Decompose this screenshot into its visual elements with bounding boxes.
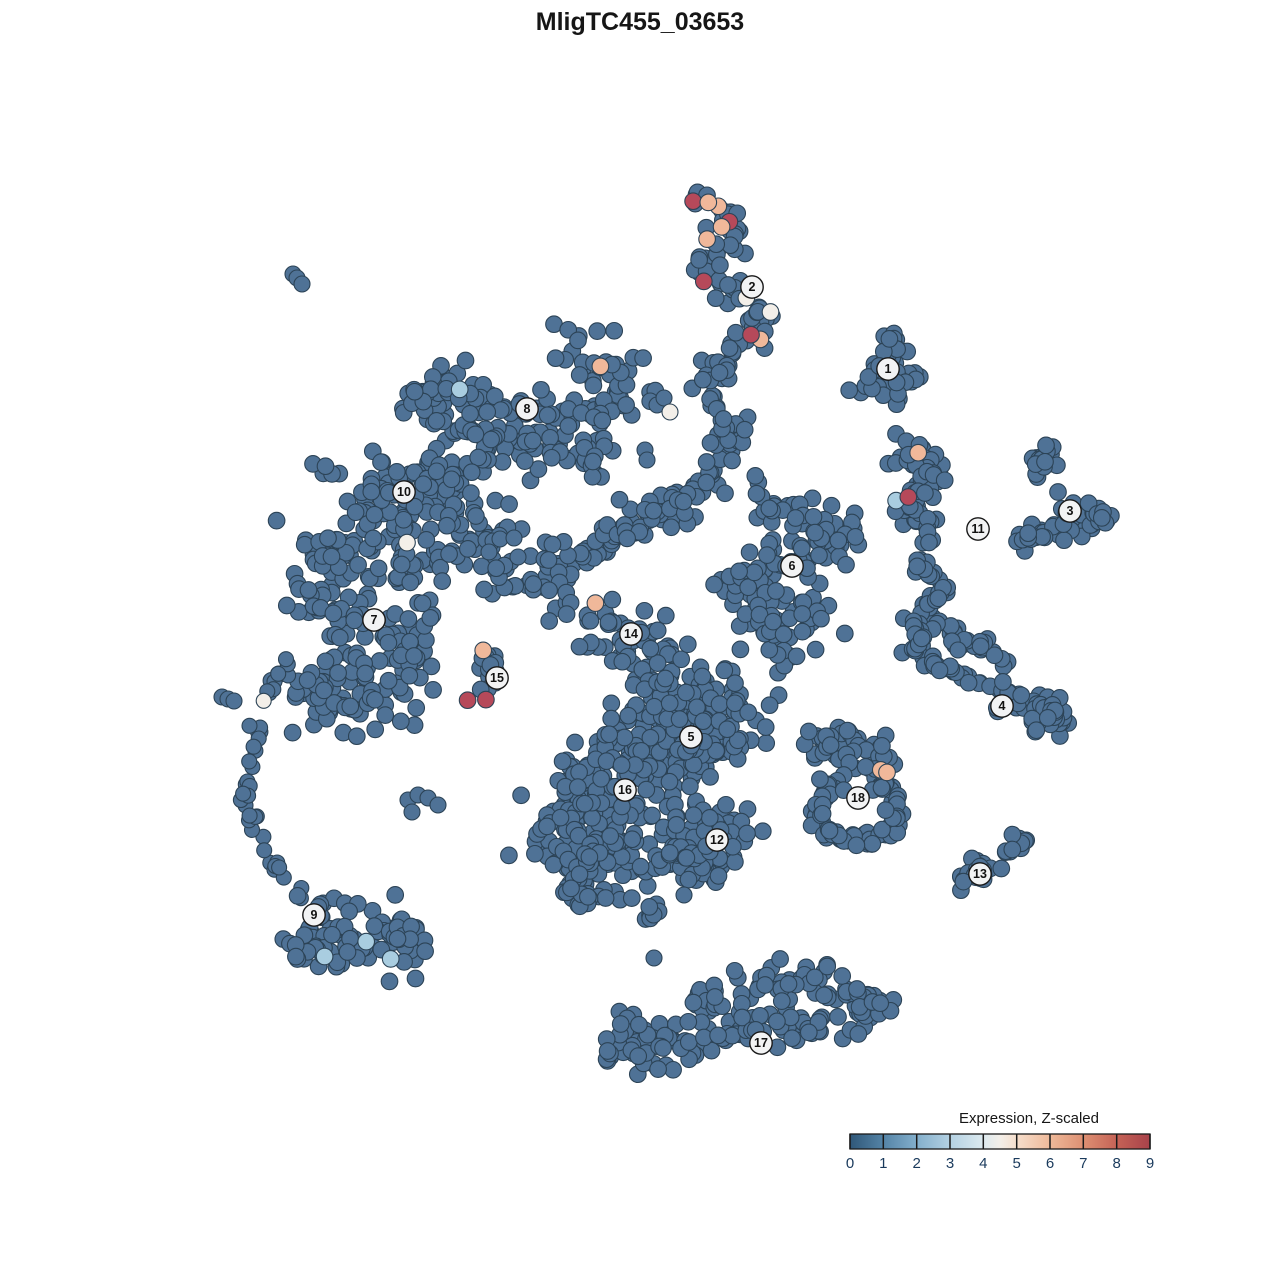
svg-text:2: 2 xyxy=(749,280,756,294)
svg-text:9: 9 xyxy=(311,908,318,922)
svg-text:7: 7 xyxy=(1079,1155,1087,1172)
svg-text:4: 4 xyxy=(979,1155,987,1172)
svg-text:10: 10 xyxy=(397,485,411,499)
svg-text:1: 1 xyxy=(879,1155,887,1172)
svg-text:4: 4 xyxy=(999,699,1006,713)
svg-text:2: 2 xyxy=(913,1155,921,1172)
svg-text:14: 14 xyxy=(624,627,638,641)
svg-text:18: 18 xyxy=(851,791,865,805)
svg-text:3: 3 xyxy=(1067,504,1074,518)
svg-text:12: 12 xyxy=(710,833,724,847)
svg-text:0: 0 xyxy=(846,1155,854,1172)
svg-text:3: 3 xyxy=(946,1155,954,1172)
svg-text:16: 16 xyxy=(618,783,632,797)
svg-text:1: 1 xyxy=(885,362,892,376)
svg-text:13: 13 xyxy=(973,867,987,881)
svg-text:5: 5 xyxy=(1013,1155,1021,1172)
svg-text:7: 7 xyxy=(371,613,378,627)
svg-text:17: 17 xyxy=(754,1036,768,1050)
svg-text:5: 5 xyxy=(688,730,695,744)
svg-text:6: 6 xyxy=(789,559,796,573)
svg-text:9: 9 xyxy=(1146,1155,1154,1172)
svg-text:11: 11 xyxy=(971,522,984,536)
svg-text:15: 15 xyxy=(490,671,504,685)
svg-text:Expression, Z-scaled: Expression, Z-scaled xyxy=(959,1110,1099,1127)
svg-text:8: 8 xyxy=(1113,1155,1121,1172)
svg-text:8: 8 xyxy=(524,402,531,416)
svg-text:6: 6 xyxy=(1046,1155,1054,1172)
